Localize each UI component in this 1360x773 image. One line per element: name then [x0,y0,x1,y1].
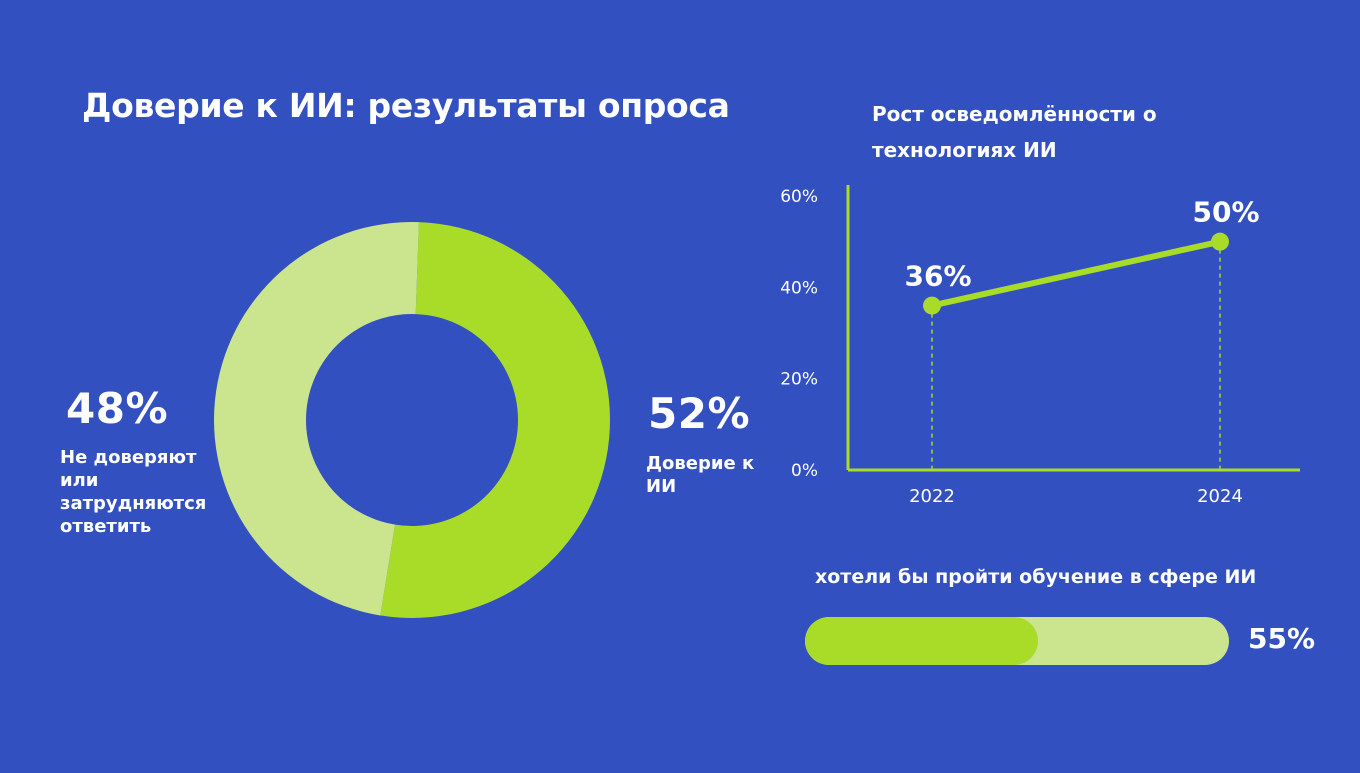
trust-percent: 52% [648,389,751,438]
series-line [929,238,1223,309]
data-label: 50% [1192,196,1259,229]
trust-label: Доверие к ИИ [646,453,755,497]
progress-value: 55% [1248,622,1316,655]
y-tick-label: 0% [791,461,818,481]
distrust-percent: 48% [66,384,169,433]
progress-label: хотели бы пройти обучение в сфере ИИ [815,566,1257,588]
distrust-label: Не доверяют или затрудняются ответить [60,447,207,537]
progress-fill [805,617,1038,665]
donut-slice-0 [380,222,611,618]
x-tick-label: 2024 [1197,486,1243,507]
data-label: 36% [904,260,971,293]
line-chart-title: Рост осведомлённости о технологиях ИИ [872,102,1157,162]
y-tick-label: 40% [780,278,818,298]
y-tick-label: 20% [780,370,818,390]
y-tick-label: 60% [780,187,818,207]
page-title: Доверие к ИИ: результаты опроса [82,86,730,125]
progress-track [805,617,1229,665]
data-point [923,296,941,315]
donut-slice-1 [214,221,419,616]
data-point [1211,232,1229,251]
x-tick-label: 2022 [909,486,955,507]
